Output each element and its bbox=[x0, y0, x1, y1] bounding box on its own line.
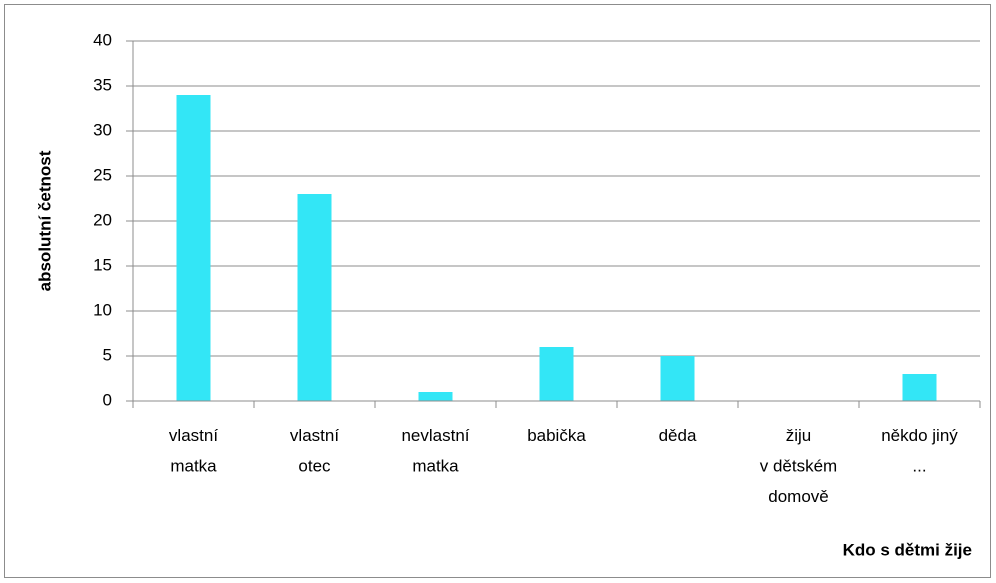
y-tick-label: 35 bbox=[93, 75, 112, 94]
chart-frame bbox=[4, 4, 991, 578]
y-tick-label: 5 bbox=[103, 345, 112, 364]
y-tick-label: 40 bbox=[93, 30, 112, 49]
y-tick-label: 30 bbox=[93, 120, 112, 139]
x-tick-label: babička bbox=[527, 426, 586, 445]
bar bbox=[176, 95, 211, 401]
x-axis-title: Kdo s dětmi žije bbox=[843, 540, 972, 559]
x-tick-label: někdo jiný... bbox=[881, 426, 958, 476]
y-tick-label: 15 bbox=[93, 255, 112, 274]
y-tick-label: 20 bbox=[93, 210, 112, 229]
y-tick-label: 0 bbox=[103, 390, 112, 409]
bar bbox=[539, 347, 574, 401]
bar bbox=[418, 392, 453, 401]
x-tick-label: nevlastní matka bbox=[401, 426, 469, 476]
y-tick-label: 25 bbox=[93, 165, 112, 184]
x-tick-label: vlastní otec bbox=[290, 426, 339, 476]
y-tick-label: 10 bbox=[93, 300, 112, 319]
x-tick-label: děda bbox=[659, 426, 697, 445]
y-axis-title: absolutní četnost bbox=[35, 150, 54, 291]
bar bbox=[902, 374, 937, 401]
bar bbox=[297, 194, 332, 401]
bar bbox=[660, 356, 695, 401]
x-tick-label: žiju v dětském domově bbox=[760, 426, 837, 506]
x-tick-label: vlastní matka bbox=[169, 426, 218, 476]
